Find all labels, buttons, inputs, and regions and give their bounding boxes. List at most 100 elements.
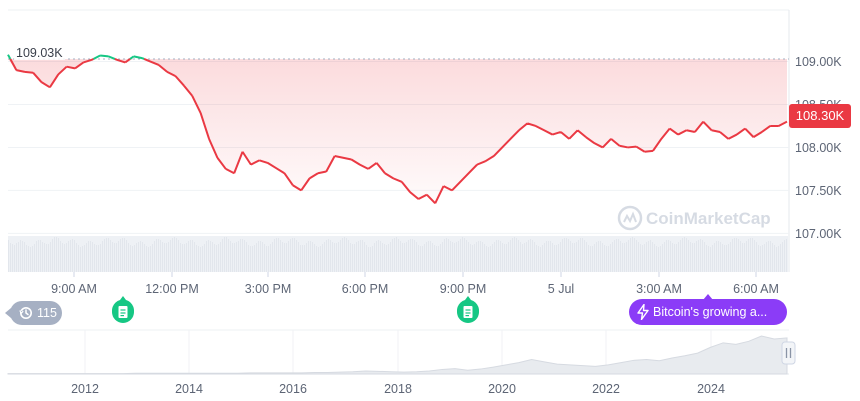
navigator-handle[interactable] [781, 341, 796, 365]
volume-bar [386, 245, 387, 272]
volume-bar [42, 242, 43, 272]
below-reference-area [8, 58, 787, 204]
volume-bar [520, 242, 521, 272]
news-headline-badge[interactable]: Bitcoin's growing a... [629, 294, 787, 325]
volume-bar [338, 242, 339, 272]
volume-bar [202, 246, 203, 272]
volume-bar [402, 243, 403, 272]
volume-bar [16, 243, 17, 272]
volume-bar [52, 239, 53, 272]
volume-bar [216, 245, 217, 272]
volume-bar [534, 242, 535, 272]
volume-bar [756, 242, 757, 272]
volume-bar [506, 244, 507, 272]
volume-bar [538, 246, 539, 272]
volume-bar [310, 241, 311, 272]
volume-bar [708, 246, 709, 272]
volume-bar [354, 244, 355, 272]
volume-bar [412, 239, 413, 272]
volume-bar [268, 246, 269, 272]
volume-bar [776, 247, 777, 272]
volume-bar [760, 246, 761, 272]
volume-bar [740, 241, 741, 272]
volume-bar [484, 244, 485, 272]
volume-bar [638, 242, 639, 272]
volume-bar [366, 245, 367, 272]
volume-bar [394, 238, 395, 272]
volume-bar [482, 242, 483, 272]
volume-bar [608, 246, 609, 272]
volume-bar [192, 240, 193, 272]
volume-bar [172, 238, 173, 272]
volume-bar [772, 243, 773, 272]
volume-bar [578, 240, 579, 272]
volume-bar [430, 241, 431, 272]
history-icon [19, 307, 32, 319]
navigator-x-tick-label: 2020 [488, 382, 516, 396]
volume-bar [730, 242, 731, 272]
volume-bar [334, 243, 335, 272]
volume-bar [588, 245, 589, 272]
volume-bar [410, 239, 411, 272]
volume-bar [732, 239, 733, 272]
x-tick-label: 12:00 PM [145, 282, 199, 296]
volume-bar [58, 238, 59, 272]
event-count-label: 115 [37, 306, 57, 320]
volume-bar [146, 246, 147, 272]
volume-bar [224, 237, 225, 272]
volume-bar [204, 244, 205, 272]
volume-bar [330, 240, 331, 272]
volume-bar [434, 245, 435, 272]
volume-bar [658, 247, 659, 272]
volume-bar [480, 241, 481, 272]
volume-bar [166, 243, 167, 272]
volume-bar [546, 241, 547, 272]
volume-bar [678, 242, 679, 272]
volume-bar [346, 238, 347, 272]
volume-bar [46, 244, 47, 272]
volume-bar [320, 246, 321, 272]
volume-bar [372, 246, 373, 272]
navigator-x-tick-label: 2024 [697, 382, 725, 396]
volume-bar [444, 239, 445, 272]
volume-bar [28, 246, 29, 272]
volume-bar [322, 244, 323, 272]
event-count-badge[interactable]: 115 [5, 301, 62, 325]
volume-bar [686, 238, 687, 272]
volume-bar [304, 245, 305, 272]
badge-pointer [703, 294, 713, 300]
volume-bar [298, 242, 299, 272]
volume-bar [674, 244, 675, 272]
volume-bar [404, 243, 405, 272]
volume-bar [782, 242, 783, 272]
volume-bar [244, 240, 245, 272]
volume-bar [646, 242, 647, 272]
volume-bar [12, 244, 13, 272]
volume-bar [90, 241, 91, 272]
volume-bar [524, 243, 525, 272]
volume-bar [336, 243, 337, 272]
volume-bar [528, 240, 529, 272]
volume-bar [780, 244, 781, 272]
navigator-x-ticks: 2012 2014 2016 2018 2020 2022 2024 [71, 382, 725, 396]
volume-bar [564, 238, 565, 272]
volume-bar [154, 241, 155, 272]
volume-bar [590, 246, 591, 272]
navigator-history-area [7, 335, 788, 375]
volume-bar [758, 245, 759, 272]
news-pin-2[interactable] [455, 296, 481, 326]
volume-bar [228, 239, 229, 272]
volume-bar [774, 245, 775, 272]
volume-bar [592, 246, 593, 272]
news-pin-1[interactable] [110, 296, 136, 326]
x-tick-label: 6:00 PM [342, 282, 389, 296]
volume-bar [20, 240, 21, 272]
volume-bar [362, 240, 363, 272]
volume-bar [14, 245, 15, 272]
volume-bar [726, 245, 727, 272]
volume-bar [722, 244, 723, 272]
volume-bar [156, 239, 157, 272]
volume-bar [96, 245, 97, 272]
